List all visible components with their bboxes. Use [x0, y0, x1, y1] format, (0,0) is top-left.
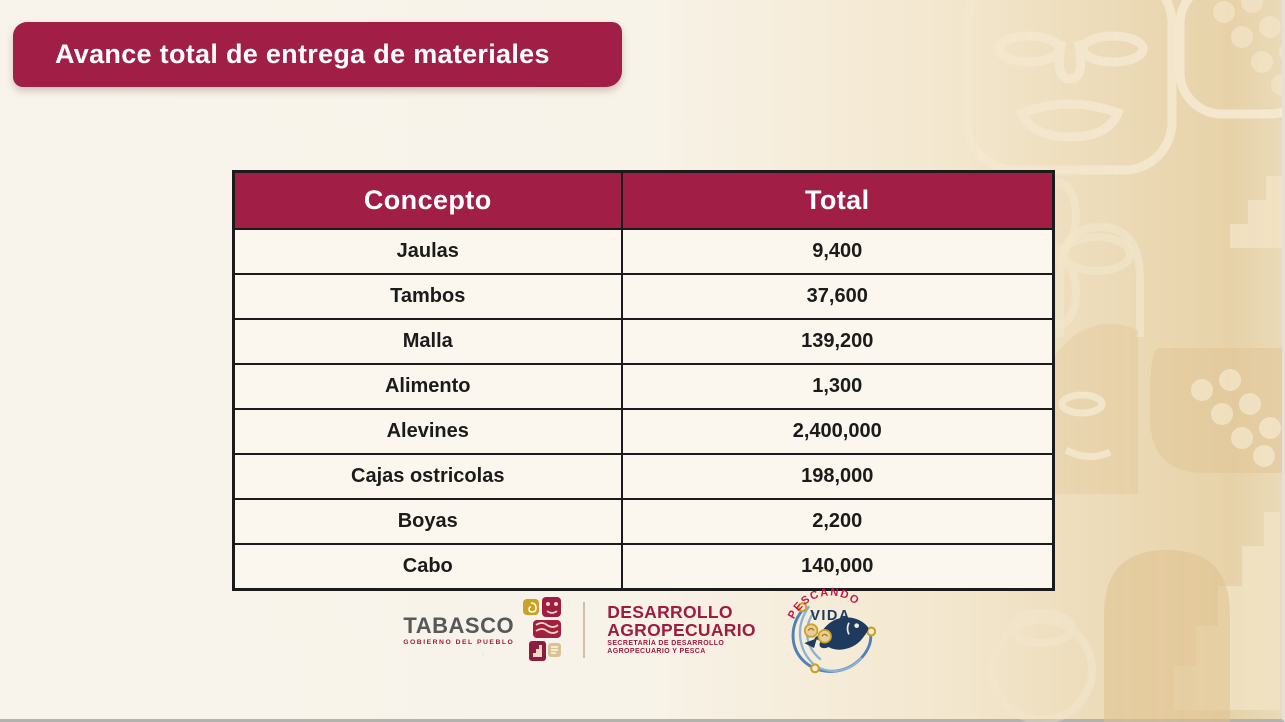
pescando-vida-text: VIDA — [810, 607, 851, 623]
table-row: Jaulas 9,400 — [232, 228, 1055, 275]
cell-total: 37,600 — [620, 273, 1055, 320]
column-header-total: Total — [620, 170, 1055, 230]
cell-total: 2,400,000 — [620, 408, 1055, 455]
cell-total: 198,000 — [620, 453, 1055, 500]
cell-total: 2,200 — [620, 498, 1055, 545]
tabasco-subtitle: GOBIERNO DEL PUEBLO — [403, 638, 515, 646]
materials-table: Concepto Total Jaulas 9,400 Tambos 37,60… — [232, 170, 1055, 591]
cell-concepto: Alimento — [232, 363, 623, 410]
tabasco-name: TABASCO — [403, 612, 515, 638]
pescando-vida-logo: PESCANDO VIDA — [786, 586, 876, 673]
table-row: Cajas ostricolas 198,000 — [232, 453, 1055, 500]
tabasco-glyphs-icon — [523, 597, 562, 661]
tabasco-government-logo: TABASCO GOBIERNO DEL PUEBLO — [403, 597, 562, 663]
footer-logos: TABASCO GOBIERNO DEL PUEBLO DESARROLLO A… — [0, 580, 1282, 680]
table-row: Alevines 2,400,000 — [232, 408, 1055, 455]
table-row: Alimento 1,300 — [232, 363, 1055, 410]
table-header-row: Concepto Total — [232, 170, 1055, 230]
secretaria-sub1: SECRETARÍA DE DESARROLLO — [607, 639, 725, 647]
cell-concepto: Alevines — [232, 408, 623, 455]
cell-total: 1,300 — [620, 363, 1055, 410]
table-row: Cabo 140,000 — [232, 543, 1055, 591]
cell-concepto: Tambos — [232, 273, 623, 320]
secretaria-line1: DESARROLLO — [607, 601, 733, 622]
cell-concepto: Malla — [232, 318, 623, 365]
secretaria-sub2: AGROPECUARIO Y PESCA — [607, 648, 706, 656]
cell-total: 139,200 — [620, 318, 1055, 365]
table-row: Boyas 2,200 — [232, 498, 1055, 545]
cell-concepto: Cabo — [232, 543, 623, 591]
cell-concepto: Boyas — [232, 498, 623, 545]
secretaria-wordmark: DESARROLLO AGROPECUARIO SECRETARÍA DE DE… — [607, 601, 756, 657]
column-header-concepto: Concepto — [232, 170, 623, 230]
cell-concepto: Cajas ostricolas — [232, 453, 623, 500]
table-row: Tambos 37,600 — [232, 273, 1055, 320]
page-title: Avance total de entrega de materiales — [13, 22, 622, 87]
cell-concepto: Jaulas — [232, 228, 623, 275]
table-row: Malla 139,200 — [232, 318, 1055, 365]
footer-divider — [583, 602, 586, 658]
page-title-label: Avance total de entrega de materiales — [55, 39, 550, 69]
tabasco-wordmark: TABASCO GOBIERNO DEL PUEBLO — [403, 612, 515, 646]
secretaria-line2: AGROPECUARIO — [607, 620, 756, 641]
cell-total: 9,400 — [620, 228, 1055, 275]
cell-total: 140,000 — [620, 543, 1055, 591]
